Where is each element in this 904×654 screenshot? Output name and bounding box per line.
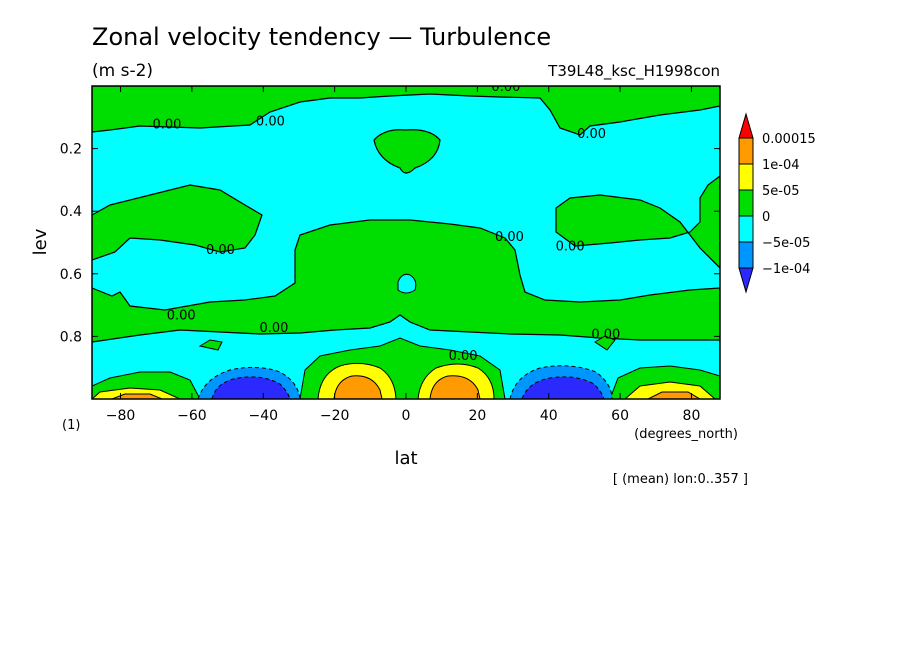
units-label: (m s-2) — [92, 61, 153, 81]
y-tick-label: 0.4 — [60, 204, 82, 220]
contour-label: 0.00 — [591, 327, 620, 342]
x-tick-label: −20 — [320, 408, 350, 424]
negative-island-center — [397, 273, 417, 294]
x-tick-label: 40 — [540, 408, 558, 424]
x-tick-label: 60 — [611, 408, 629, 424]
contour-labels: 0.00 0.00 0.00 0.00 0.00 0.00 0.00 0.00 0.00 0.00… — [152, 80, 620, 364]
positive-core-south — [333, 375, 383, 399]
x-tick-label: −40 — [248, 408, 278, 424]
legend-label: −1e-04 — [762, 262, 810, 277]
positive-region-left — [92, 184, 263, 261]
chart-title: Zonal velocity tendency — Turbulence — [92, 23, 551, 51]
negative-core-north — [521, 376, 605, 399]
y-tick-label: 0.6 — [60, 267, 82, 283]
y-axis-units: (1) — [62, 418, 80, 433]
contour-label: 0.00 — [495, 230, 524, 245]
legend-swatch — [738, 163, 754, 191]
contour-label: 0.00 — [556, 240, 585, 255]
legend-arrow-bottom — [738, 267, 754, 294]
x-tick-label: 20 — [468, 408, 486, 424]
y-tick-label: 0.8 — [60, 329, 82, 345]
legend-swatch — [738, 137, 754, 165]
contour-label: 0.00 — [206, 243, 235, 258]
positive-patch-right — [594, 335, 616, 351]
contour-label: 0.00 — [152, 118, 181, 133]
y-axis-label: lev — [30, 228, 51, 255]
contour-label: 0.00 — [256, 114, 285, 129]
plot-area: 0.00 0.00 0.00 0.00 0.00 0.00 0.00 0.00 0.00 0.00… — [92, 80, 720, 399]
x-tick-label: −60 — [177, 408, 207, 424]
x-axis-units: (degrees_north) — [634, 427, 738, 442]
legend-arrow-top — [738, 112, 754, 139]
legend-label: 0 — [762, 210, 770, 225]
legend-label: −5e-05 — [762, 236, 810, 251]
negative-core-south — [211, 376, 291, 399]
positive-patch-left — [198, 339, 223, 351]
positive-region-right — [555, 175, 720, 269]
footnote: [ (mean) lon:0..357 ] — [613, 472, 748, 487]
contour-label: 0.00 — [449, 349, 478, 364]
legend-label: 5e-05 — [762, 184, 800, 199]
experiment-label: T39L48_ksc_H1998con — [547, 62, 720, 81]
x-tick-label: 0 — [402, 408, 411, 424]
contour-label: 0.00 — [491, 80, 520, 95]
legend-label: 0.00015 — [762, 132, 816, 147]
legend-swatch — [738, 241, 754, 269]
positive-island-center — [373, 129, 441, 174]
x-axis-ticks: −80 −60 −40 −20 0 20 40 60 80 — [106, 86, 701, 424]
x-tick-label: −80 — [106, 408, 136, 424]
positive-core-north-pole — [647, 391, 701, 399]
x-axis-label: lat — [394, 448, 417, 469]
contour-label: 0.00 — [577, 127, 606, 142]
y-axis-ticks: 0.2 0.4 0.6 0.8 — [60, 142, 720, 345]
legend-swatch — [738, 215, 754, 243]
legend-label: 1e-04 — [762, 158, 800, 173]
color-legend: 0.00015 1e-04 5e-05 0 −5e-05 −1e-04 — [738, 112, 816, 294]
x-tick-label: 80 — [683, 408, 701, 424]
positive-core-north — [429, 375, 481, 399]
contour-label: 0.00 — [167, 308, 196, 323]
y-tick-label: 0.2 — [60, 142, 82, 158]
contour-label: 0.00 — [260, 321, 289, 336]
legend-swatch — [738, 189, 754, 217]
positive-region-top — [92, 86, 720, 136]
